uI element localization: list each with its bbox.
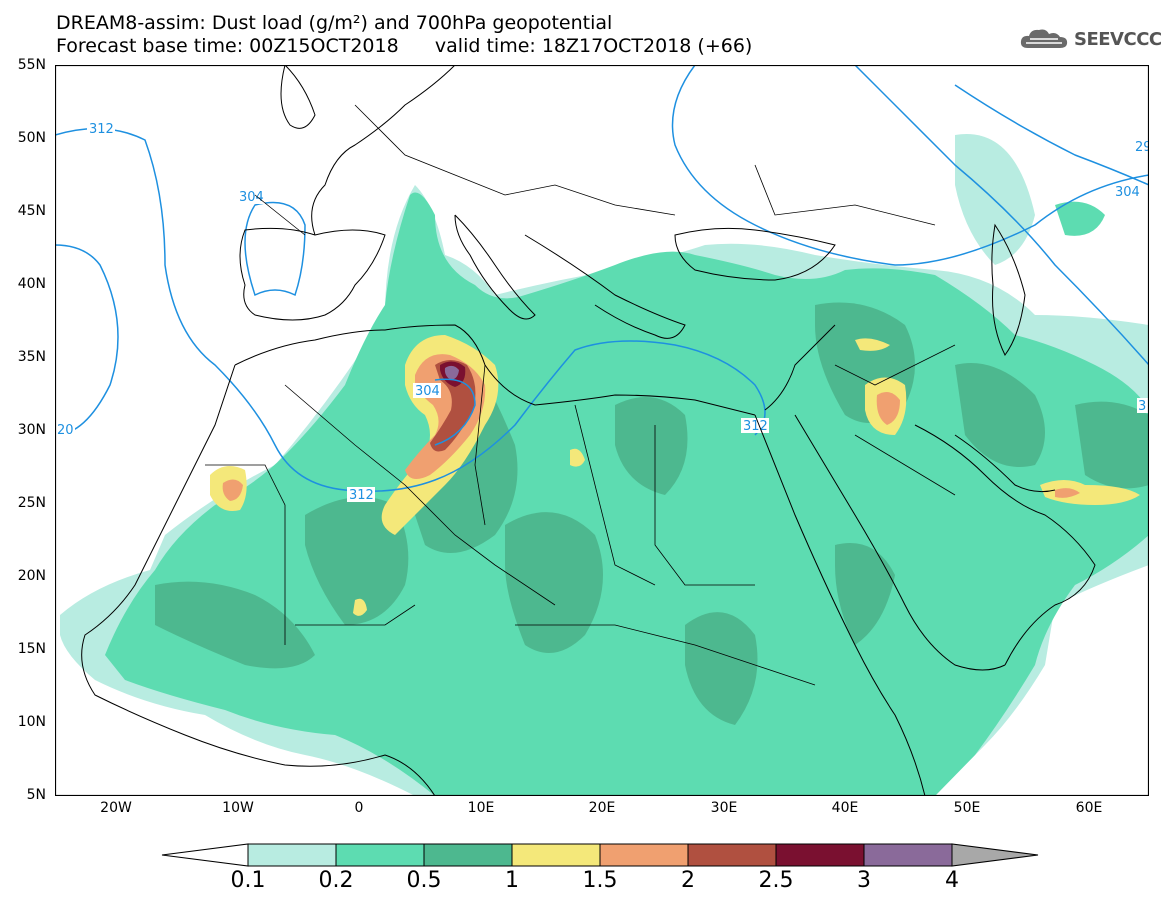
colorbar-box bbox=[687, 843, 777, 867]
colorbar-box bbox=[511, 843, 601, 867]
colorbar-label: 0.1 bbox=[230, 868, 266, 893]
lon-label-10e: 10E bbox=[467, 800, 495, 816]
colorbar-boxes bbox=[161, 843, 1039, 867]
colorbar-box bbox=[599, 843, 689, 867]
colorbar-label: 0.2 bbox=[318, 868, 354, 893]
contour-label: 312 bbox=[89, 122, 114, 137]
lat-label-45n: 45N bbox=[17, 203, 46, 219]
colorbar-label: 0.5 bbox=[406, 868, 442, 893]
colorbar-label: 1.5 bbox=[582, 868, 618, 893]
contour-label: 312 bbox=[349, 488, 374, 503]
logo-text: SEEVCCC bbox=[1074, 28, 1162, 50]
colorbar-label: 2.5 bbox=[758, 868, 794, 893]
lon-label-0: 0 bbox=[354, 800, 364, 816]
lat-label-20n: 20N bbox=[17, 568, 46, 584]
colorbar-box bbox=[423, 843, 513, 867]
colorbar-box bbox=[863, 843, 953, 867]
colorbar-box bbox=[335, 843, 425, 867]
colorbar-label: 2 bbox=[681, 868, 695, 893]
contour-label: 304 bbox=[415, 384, 440, 399]
colorbar-label: 3 bbox=[857, 868, 871, 893]
colorbar-label: 1 bbox=[505, 868, 519, 893]
colorbar-under-arrow bbox=[161, 843, 249, 867]
lat-label-10n: 10N bbox=[17, 714, 46, 730]
lat-label-15n: 15N bbox=[17, 641, 46, 657]
contour-label: 304 bbox=[1115, 185, 1140, 200]
lat-label-50n: 50N bbox=[17, 130, 46, 146]
coastlines bbox=[81, 65, 1096, 796]
colorbar-over-arrow bbox=[951, 843, 1039, 867]
contour-label: 3 bbox=[1138, 399, 1146, 414]
forecast-time: Forecast base time: 00Z15OCT2018 valid t… bbox=[56, 35, 753, 57]
dust-layer-3 bbox=[444, 365, 459, 380]
lat-label-25n: 25N bbox=[17, 495, 46, 511]
colorbar-box bbox=[247, 843, 337, 867]
lon-label-20w: 20W bbox=[100, 800, 132, 816]
map-title: DREAM8-assim: Dust load (g/m²) and 700hP… bbox=[56, 12, 613, 34]
contour-label: 20 bbox=[57, 423, 74, 438]
colorbar bbox=[161, 843, 1039, 867]
map-canvas: 312 304 20 304 312 312 29 304 3 bbox=[55, 65, 1149, 796]
contour-label: 312 bbox=[743, 419, 768, 434]
lon-label-40e: 40E bbox=[831, 800, 859, 816]
lat-label-35n: 35N bbox=[17, 349, 46, 365]
lon-label-60e: 60E bbox=[1075, 800, 1103, 816]
dust-map: 312 304 20 304 312 312 29 304 3 bbox=[55, 65, 1149, 796]
contour-label: 29 bbox=[1135, 140, 1149, 155]
lon-label-50e: 50E bbox=[953, 800, 981, 816]
colorbar-box bbox=[775, 843, 865, 867]
lon-label-30e: 30E bbox=[710, 800, 738, 816]
lon-label-10w: 10W bbox=[222, 800, 254, 816]
lat-label-40n: 40N bbox=[17, 276, 46, 292]
cloud-icon bbox=[1020, 29, 1068, 48]
dust-layer-0.5 bbox=[155, 302, 1149, 725]
seevccc-logo: SEEVCCC bbox=[1018, 24, 1162, 54]
lat-label-55n: 55N bbox=[17, 57, 46, 73]
lon-label-20e: 20E bbox=[588, 800, 616, 816]
colorbar-label: 4 bbox=[945, 868, 959, 893]
contour-label: 304 bbox=[239, 190, 264, 205]
lat-label-5n: 5N bbox=[26, 787, 46, 803]
lat-label-30n: 30N bbox=[17, 422, 46, 438]
